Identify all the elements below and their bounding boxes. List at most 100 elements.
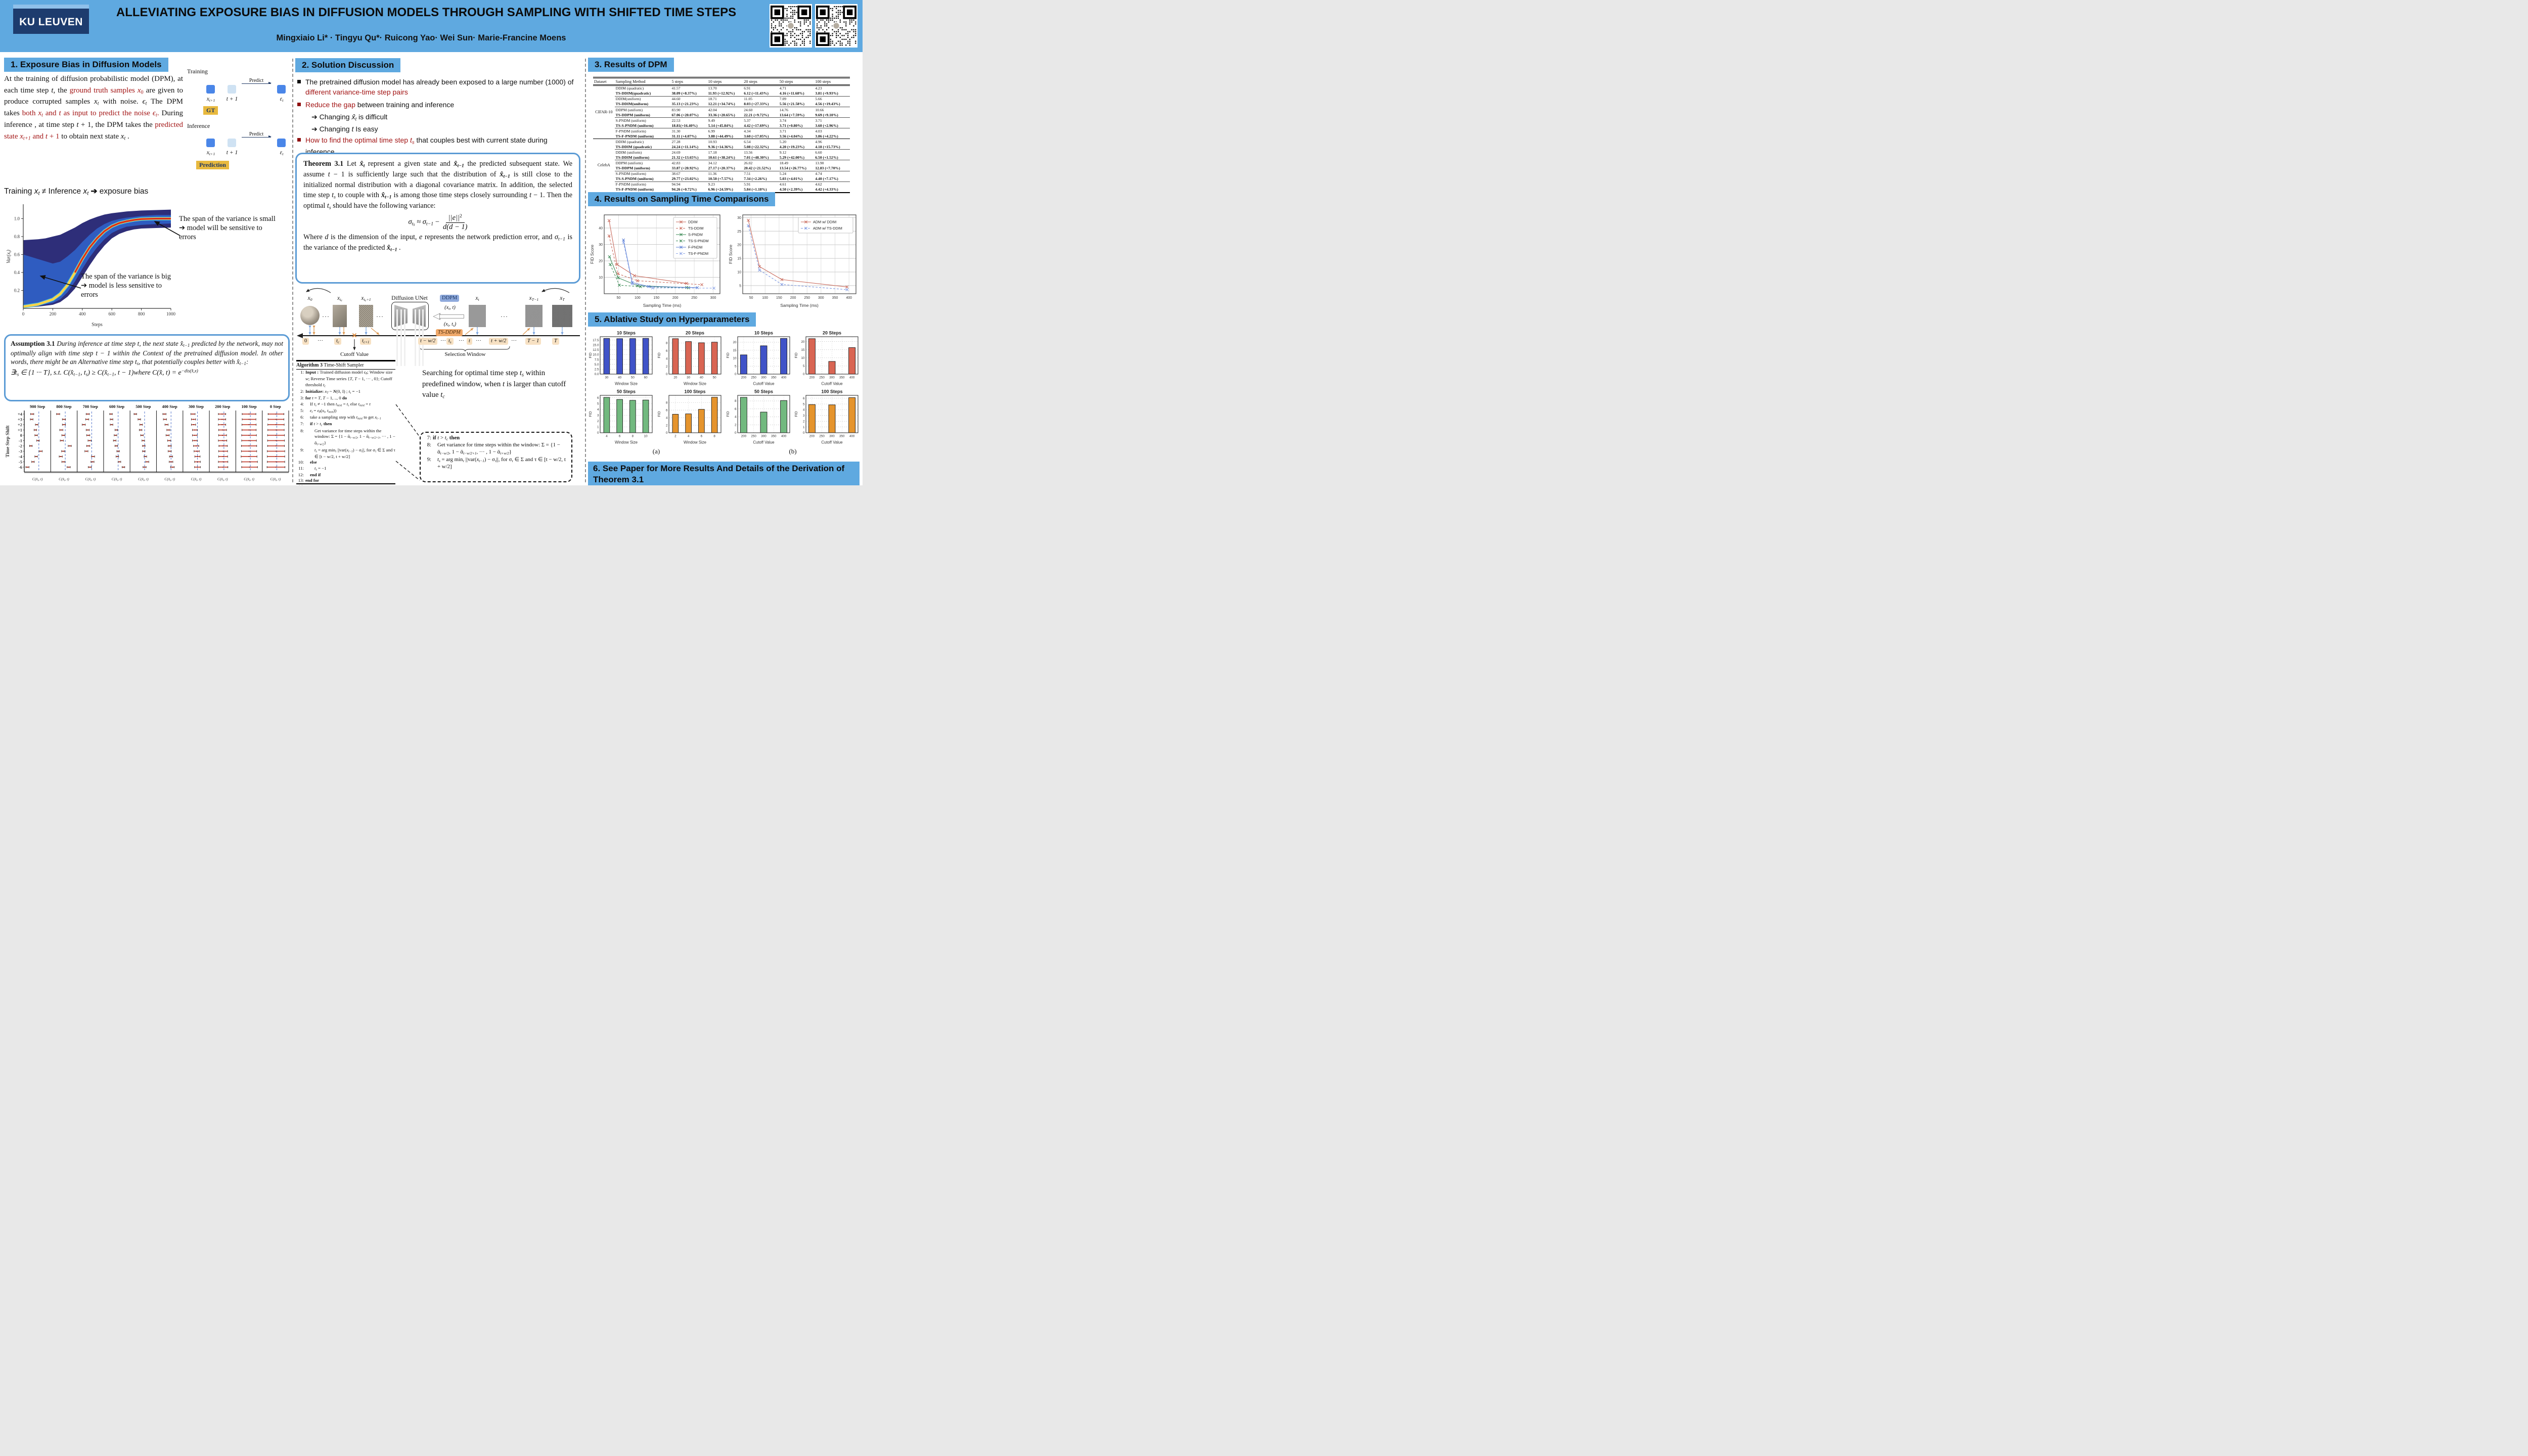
algorithm-line: 2: Initialize: xT ~ N(0, I) ; ts = −1	[300, 388, 361, 395]
state-square	[206, 85, 215, 94]
method-cell: S-PNDM (uniform)	[614, 117, 671, 123]
svg-text:Window Size: Window Size	[615, 382, 638, 386]
data-point-marker	[680, 246, 683, 249]
fid-value-cell: 4.34	[743, 128, 779, 134]
fid-value-cell: 5.91	[743, 181, 779, 187]
fid-value-cell: 11.36	[707, 170, 743, 176]
fid-value-cell: 4.20 (+19.23%)	[779, 144, 805, 149]
svg-text:C(x̂t, t): C(x̂t, t)	[138, 477, 149, 482]
svg-text:200: 200	[809, 435, 815, 438]
svg-text:20 Steps: 20 Steps	[686, 331, 704, 336]
cutoff-x-icon: ✕	[352, 332, 357, 339]
dataset-cell: CIFAR-10	[595, 110, 613, 115]
svg-text:100 Step: 100 Step	[241, 404, 257, 409]
svg-text:20 Steps: 20 Steps	[823, 331, 841, 336]
svg-text:FID Score: FID Score	[728, 245, 733, 264]
bar	[642, 338, 649, 375]
svg-text:0: 0	[22, 311, 25, 316]
fid-value-cell: 4.42 (+4.33%)	[815, 187, 838, 192]
svg-text:300: 300	[761, 435, 766, 438]
fid-value-cell: 5.56 (+21.58%)	[779, 102, 805, 107]
svg-text:Window Size: Window Size	[615, 440, 638, 445]
fid-value-cell: 5.20	[778, 139, 815, 145]
fid-value-cell: 4.62	[814, 181, 850, 187]
data-point-marker	[607, 219, 611, 222]
fid-value-cell: 4.18 (+15.73%)	[815, 144, 840, 149]
column-header: 10 steps	[707, 77, 743, 86]
svg-text:50: 50	[617, 296, 621, 300]
fid-value-cell: 31.30	[670, 128, 707, 134]
svg-text:FID: FID	[658, 352, 661, 358]
bar	[711, 397, 718, 433]
predict-label: Predict	[249, 78, 264, 83]
fid-value-cell: 3.88 (+44.49%)	[708, 133, 733, 139]
theorem-text-2: Where d is the dimension of the input, e…	[303, 233, 572, 253]
fid-value-cell: 5.66	[814, 96, 850, 102]
method-cell: TS-DDPM (uniform)	[615, 112, 650, 117]
svg-text:Window Size: Window Size	[684, 440, 706, 445]
algorithm-line: 1: Input : Trained diffusion model ϵθ; Wi…	[300, 370, 393, 388]
svg-text:30: 30	[599, 243, 603, 247]
fid-value-cell: 10.93	[707, 139, 743, 145]
fid-value-cell: 94.94	[670, 181, 707, 187]
algorithm-line: 7: if t > tc then	[300, 421, 332, 427]
table-row: DDPM (uniform) 83.90 42.04 24.60 14.76 10.66	[593, 107, 850, 113]
svg-text:300: 300	[818, 296, 824, 300]
svg-text:40: 40	[700, 376, 704, 380]
ellipsis: ···	[322, 313, 330, 320]
algorithm-line: 8: Get variance for time steps within the…	[427, 442, 560, 456]
fid-value-cell: 35.13 (+21.23%)	[671, 102, 699, 107]
svg-text:250: 250	[819, 435, 825, 438]
bar	[848, 397, 856, 433]
svg-text:6: 6	[597, 396, 599, 400]
fid-value-cell: 4.40 (+7.17%)	[815, 176, 838, 181]
xt-t-label: (xt, t)	[444, 305, 456, 311]
section-4-title: 4. Results on Sampling Time Comparisons	[595, 194, 769, 204]
results-table: Dataset Sampling Method 5 steps 10 steps 20 …	[593, 77, 850, 193]
fid-value-cell: 22.53	[670, 117, 707, 123]
svg-text:250: 250	[751, 376, 756, 380]
fid-value-cell: 3.56 (+4.04%)	[779, 133, 803, 139]
svg-text:500 Step: 500 Step	[136, 404, 151, 409]
ablation-chart-cutoff-50steps: 50 Steps 0 2 4 6 8 200 250 300 350 400 Cutoff Value…	[726, 389, 792, 445]
fid-value-cell: 11.05	[743, 96, 779, 102]
fid-value-cell: 6.50 (+1.52%)	[815, 155, 838, 160]
column-header: 100 steps	[814, 77, 850, 86]
fid-value-cell: 4.16 (+11.68%)	[779, 91, 804, 96]
svg-text:FID: FID	[727, 352, 730, 358]
svg-text:250: 250	[804, 296, 810, 300]
fid-value-cell: 34.12	[707, 160, 743, 166]
svg-text:8: 8	[735, 399, 737, 403]
svg-text:8: 8	[666, 342, 668, 345]
timeline-ellipsis: ···	[440, 338, 446, 344]
column-divider	[292, 59, 293, 482]
fid-value-cell: 67.06 (+20.07%)	[671, 112, 699, 117]
svg-text:C(x̂t, t): C(x̂t, t)	[270, 477, 281, 482]
svg-text:15: 15	[801, 348, 805, 352]
svg-text:C(x̂t, t): C(x̂t, t)	[32, 477, 43, 482]
method-cell: TS-DDPM (uniform)	[615, 165, 650, 170]
bar	[629, 400, 636, 433]
svg-text:5.0: 5.0	[595, 363, 599, 367]
timeline-step-badge: t + w/2	[489, 338, 509, 345]
data-point-marker	[680, 226, 683, 230]
assumption-box: Assumption 3.1 During inference at time …	[4, 334, 290, 401]
predict-label: Predict	[249, 131, 264, 137]
algorithm-title: Algorithm 3 Time-Shift Sampler	[296, 361, 395, 370]
timeline-ellipsis: ···	[318, 338, 323, 344]
fid-value-cell: 21.32 (+13.65%)	[671, 155, 699, 160]
section-1-title: 1. Exposure Bias in Diffusion Models	[11, 60, 162, 69]
algorithm-line: 8: Get variance for time steps within the…	[300, 428, 395, 446]
svg-text:1000: 1000	[166, 311, 176, 316]
bar	[828, 361, 836, 375]
svg-text:0: 0	[20, 433, 22, 438]
bar	[616, 338, 623, 375]
column-header: 5 steps	[670, 77, 707, 86]
bar	[616, 399, 623, 433]
svg-text:-3: -3	[19, 448, 22, 453]
svg-text:TS-DDIM: TS-DDIM	[688, 226, 703, 231]
theorem-formula: σts ≈ σt−1 − ||e||2 d(d − 1)	[408, 213, 468, 231]
fid-value-cell: 38.67	[670, 170, 707, 176]
svg-text:0.0: 0.0	[595, 373, 599, 376]
table-row: DDIM (uniform) 24.69 17.18 13.56 9.12 6.60	[593, 149, 850, 155]
